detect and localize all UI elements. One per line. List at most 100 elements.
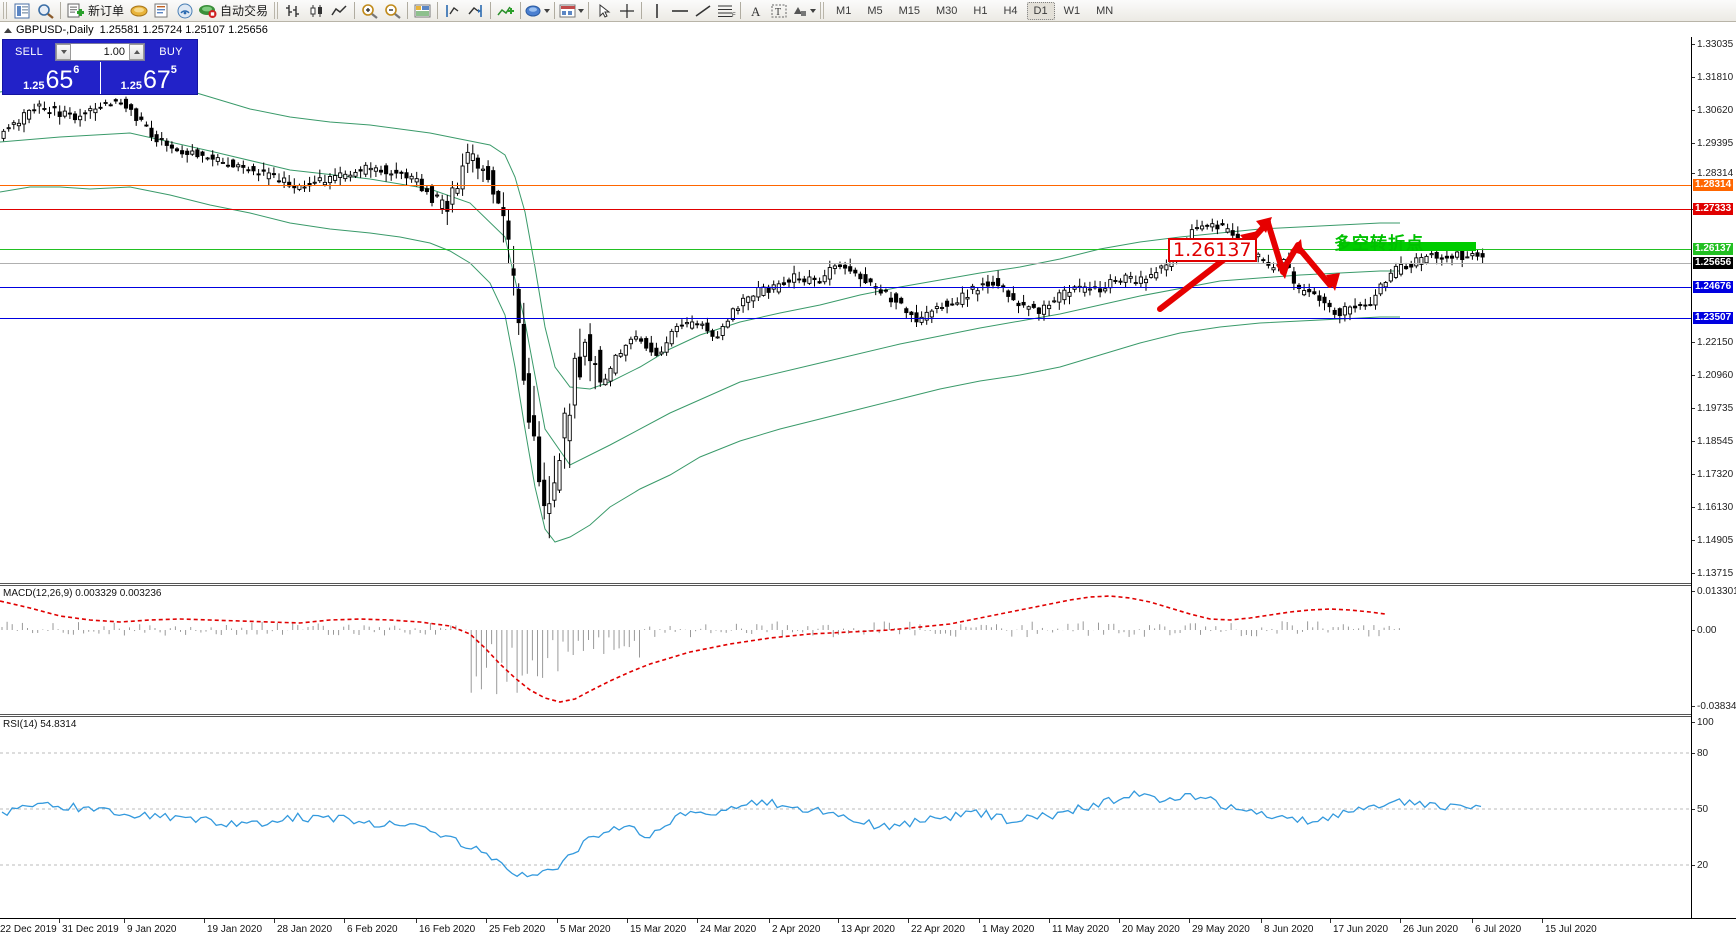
time-tick bbox=[204, 919, 205, 923]
buy-button[interactable]: BUY bbox=[159, 46, 183, 58]
sell-price[interactable]: 1.25 65 6 bbox=[3, 62, 100, 94]
price-tag[interactable]: 1.28314 bbox=[1693, 179, 1734, 191]
timeframe-m5[interactable]: M5 bbox=[867, 4, 883, 17]
fibonacci-icon[interactable]: F bbox=[715, 1, 736, 21]
timeframe-m30[interactable]: M30 bbox=[936, 4, 958, 17]
price-tag[interactable]: 1.25656 bbox=[1693, 257, 1734, 269]
crosshair-icon[interactable] bbox=[616, 1, 637, 21]
trendline-icon[interactable] bbox=[692, 1, 713, 21]
volume-increase-button[interactable] bbox=[129, 44, 144, 60]
chevron-down-icon-3[interactable] bbox=[810, 8, 817, 13]
auto-trading-icon[interactable] bbox=[197, 1, 218, 21]
timeframe-m1[interactable]: M1 bbox=[836, 4, 852, 17]
terminal-icon[interactable] bbox=[12, 1, 33, 21]
timeframe-d1[interactable]: D1 bbox=[1026, 1, 1055, 20]
candle-body bbox=[1052, 300, 1057, 303]
timeframe-w1[interactable]: W1 bbox=[1063, 4, 1081, 17]
text-icon[interactable]: T bbox=[768, 1, 789, 21]
indicators-icon[interactable] bbox=[495, 1, 516, 21]
macd-label[interactable]: MACD(12,26,9) 0.003329 0.003236 bbox=[3, 588, 162, 599]
new-order-icon[interactable] bbox=[65, 1, 86, 21]
turning-point-annotation[interactable]: 多空转折点 bbox=[1334, 234, 1424, 254]
price-line-127333[interactable] bbox=[0, 209, 1691, 210]
sell-button[interactable]: SELL bbox=[14, 46, 44, 58]
toolbar-grip[interactable] bbox=[3, 2, 8, 19]
svg-text:T: T bbox=[775, 7, 781, 18]
volume-stepper[interactable]: 1.00 bbox=[55, 43, 145, 61]
time-label: 24 Mar 2020 bbox=[700, 924, 757, 935]
periods-icon[interactable] bbox=[559, 1, 585, 21]
rsi-label[interactable]: RSI(14) 54.8314 bbox=[3, 719, 77, 730]
time-tick bbox=[344, 919, 345, 923]
rsi-pane[interactable]: RSI(14) 54.8314 bbox=[0, 717, 1691, 910]
auto-scroll-icon[interactable] bbox=[442, 1, 463, 21]
auto-trading-label[interactable]: 自动交易 bbox=[220, 4, 269, 18]
price-tag[interactable]: 1.24676 bbox=[1693, 281, 1734, 293]
chevron-down-icon[interactable] bbox=[544, 8, 551, 13]
timeframe-mn[interactable]: MN bbox=[1096, 4, 1114, 17]
bar-chart-icon[interactable] bbox=[283, 1, 304, 21]
volume-value[interactable]: 1.00 bbox=[103, 46, 125, 58]
time-label: 2 Apr 2020 bbox=[772, 924, 821, 935]
candlestick-chart-icon[interactable] bbox=[306, 1, 327, 21]
candle-body bbox=[812, 277, 817, 281]
candle-body bbox=[480, 168, 486, 171]
timeframe-h1[interactable]: H1 bbox=[973, 4, 988, 17]
buy-price-prefix: 1.25 bbox=[120, 80, 142, 92]
horizontal-line-icon[interactable] bbox=[669, 1, 690, 21]
candle-body bbox=[792, 273, 797, 283]
line-chart-icon[interactable] bbox=[329, 1, 350, 21]
candle-body bbox=[373, 167, 378, 172]
vertical-line-icon[interactable] bbox=[646, 1, 667, 21]
candle-body bbox=[751, 295, 756, 302]
collapse-triangle-icon[interactable] bbox=[4, 27, 12, 33]
candle-body bbox=[302, 186, 307, 189]
price-tag[interactable]: 1.26137 bbox=[1693, 243, 1734, 255]
zoom-out-icon[interactable] bbox=[382, 1, 403, 21]
timeframe-m15[interactable]: M15 bbox=[898, 4, 920, 17]
candle-body bbox=[639, 338, 644, 342]
time-tick bbox=[769, 919, 770, 923]
timeframe-h4[interactable]: H4 bbox=[1003, 4, 1018, 17]
shapes-icon[interactable] bbox=[791, 1, 817, 21]
time-tick bbox=[1330, 919, 1331, 923]
navigator-icon[interactable] bbox=[35, 1, 56, 21]
buy-price[interactable]: 1.25 67 5 bbox=[101, 62, 198, 94]
candle-body bbox=[11, 122, 16, 125]
price-line-123507[interactable] bbox=[0, 318, 1691, 319]
signals-icon[interactable] bbox=[174, 1, 195, 21]
price-tag[interactable]: 1.23507 bbox=[1693, 312, 1734, 324]
candle-body bbox=[1393, 265, 1398, 278]
data-window-icon[interactable] bbox=[151, 1, 172, 21]
expert-advisor-icon[interactable] bbox=[128, 1, 149, 21]
price-callout-box[interactable]: 1.26137 bbox=[1168, 238, 1257, 262]
chart-canvas-area[interactable]: 1.26137 多空转折点 MACD(12,26,9) 0.003329 0.0… bbox=[0, 37, 1736, 918]
price-pane[interactable]: 1.26137 多空转折点 bbox=[0, 37, 1691, 583]
toolbar-grip-2[interactable] bbox=[274, 2, 280, 19]
time-scale[interactable]: 22 Dec 2019 31 Dec 2019 9 Jan 2020 19 Jan 2… bbox=[0, 918, 1736, 944]
price-line-124676[interactable] bbox=[0, 287, 1691, 288]
candle-body bbox=[435, 194, 440, 197]
price-tag[interactable]: 1.27333 bbox=[1693, 203, 1734, 215]
template-icon[interactable] bbox=[412, 1, 433, 21]
price-line-125656[interactable] bbox=[0, 263, 1691, 264]
candle-body bbox=[271, 173, 276, 176]
time-label: 31 Dec 2019 bbox=[62, 924, 119, 935]
objects-icon[interactable] bbox=[525, 1, 551, 21]
text-label-icon[interactable]: A bbox=[745, 1, 766, 21]
chevron-down-icon-2[interactable] bbox=[578, 8, 585, 13]
toolbar-grip-3[interactable] bbox=[820, 2, 826, 19]
price-line-128314[interactable] bbox=[0, 185, 1691, 186]
candle-body bbox=[710, 330, 715, 337]
volume-decrease-button[interactable] bbox=[56, 44, 71, 60]
price-scale[interactable]: 1.330351.318101.306201.293951.283141.269… bbox=[1691, 37, 1736, 918]
macd-pane[interactable]: MACD(12,26,9) 0.003329 0.003236 bbox=[0, 586, 1691, 714]
zoom-in-icon[interactable] bbox=[359, 1, 380, 21]
chart-shift-icon[interactable] bbox=[465, 1, 486, 21]
price-line-126137[interactable] bbox=[0, 249, 1691, 250]
one-click-trading-panel[interactable]: SELL 1.00 BUY 1.25 65 6 1.25 67 5 bbox=[2, 39, 198, 95]
cursor-icon[interactable] bbox=[593, 1, 614, 21]
time-tick bbox=[1542, 919, 1543, 923]
resistance-zone-bar[interactable] bbox=[1339, 242, 1476, 251]
new-order-label[interactable]: 新订单 bbox=[88, 4, 125, 18]
